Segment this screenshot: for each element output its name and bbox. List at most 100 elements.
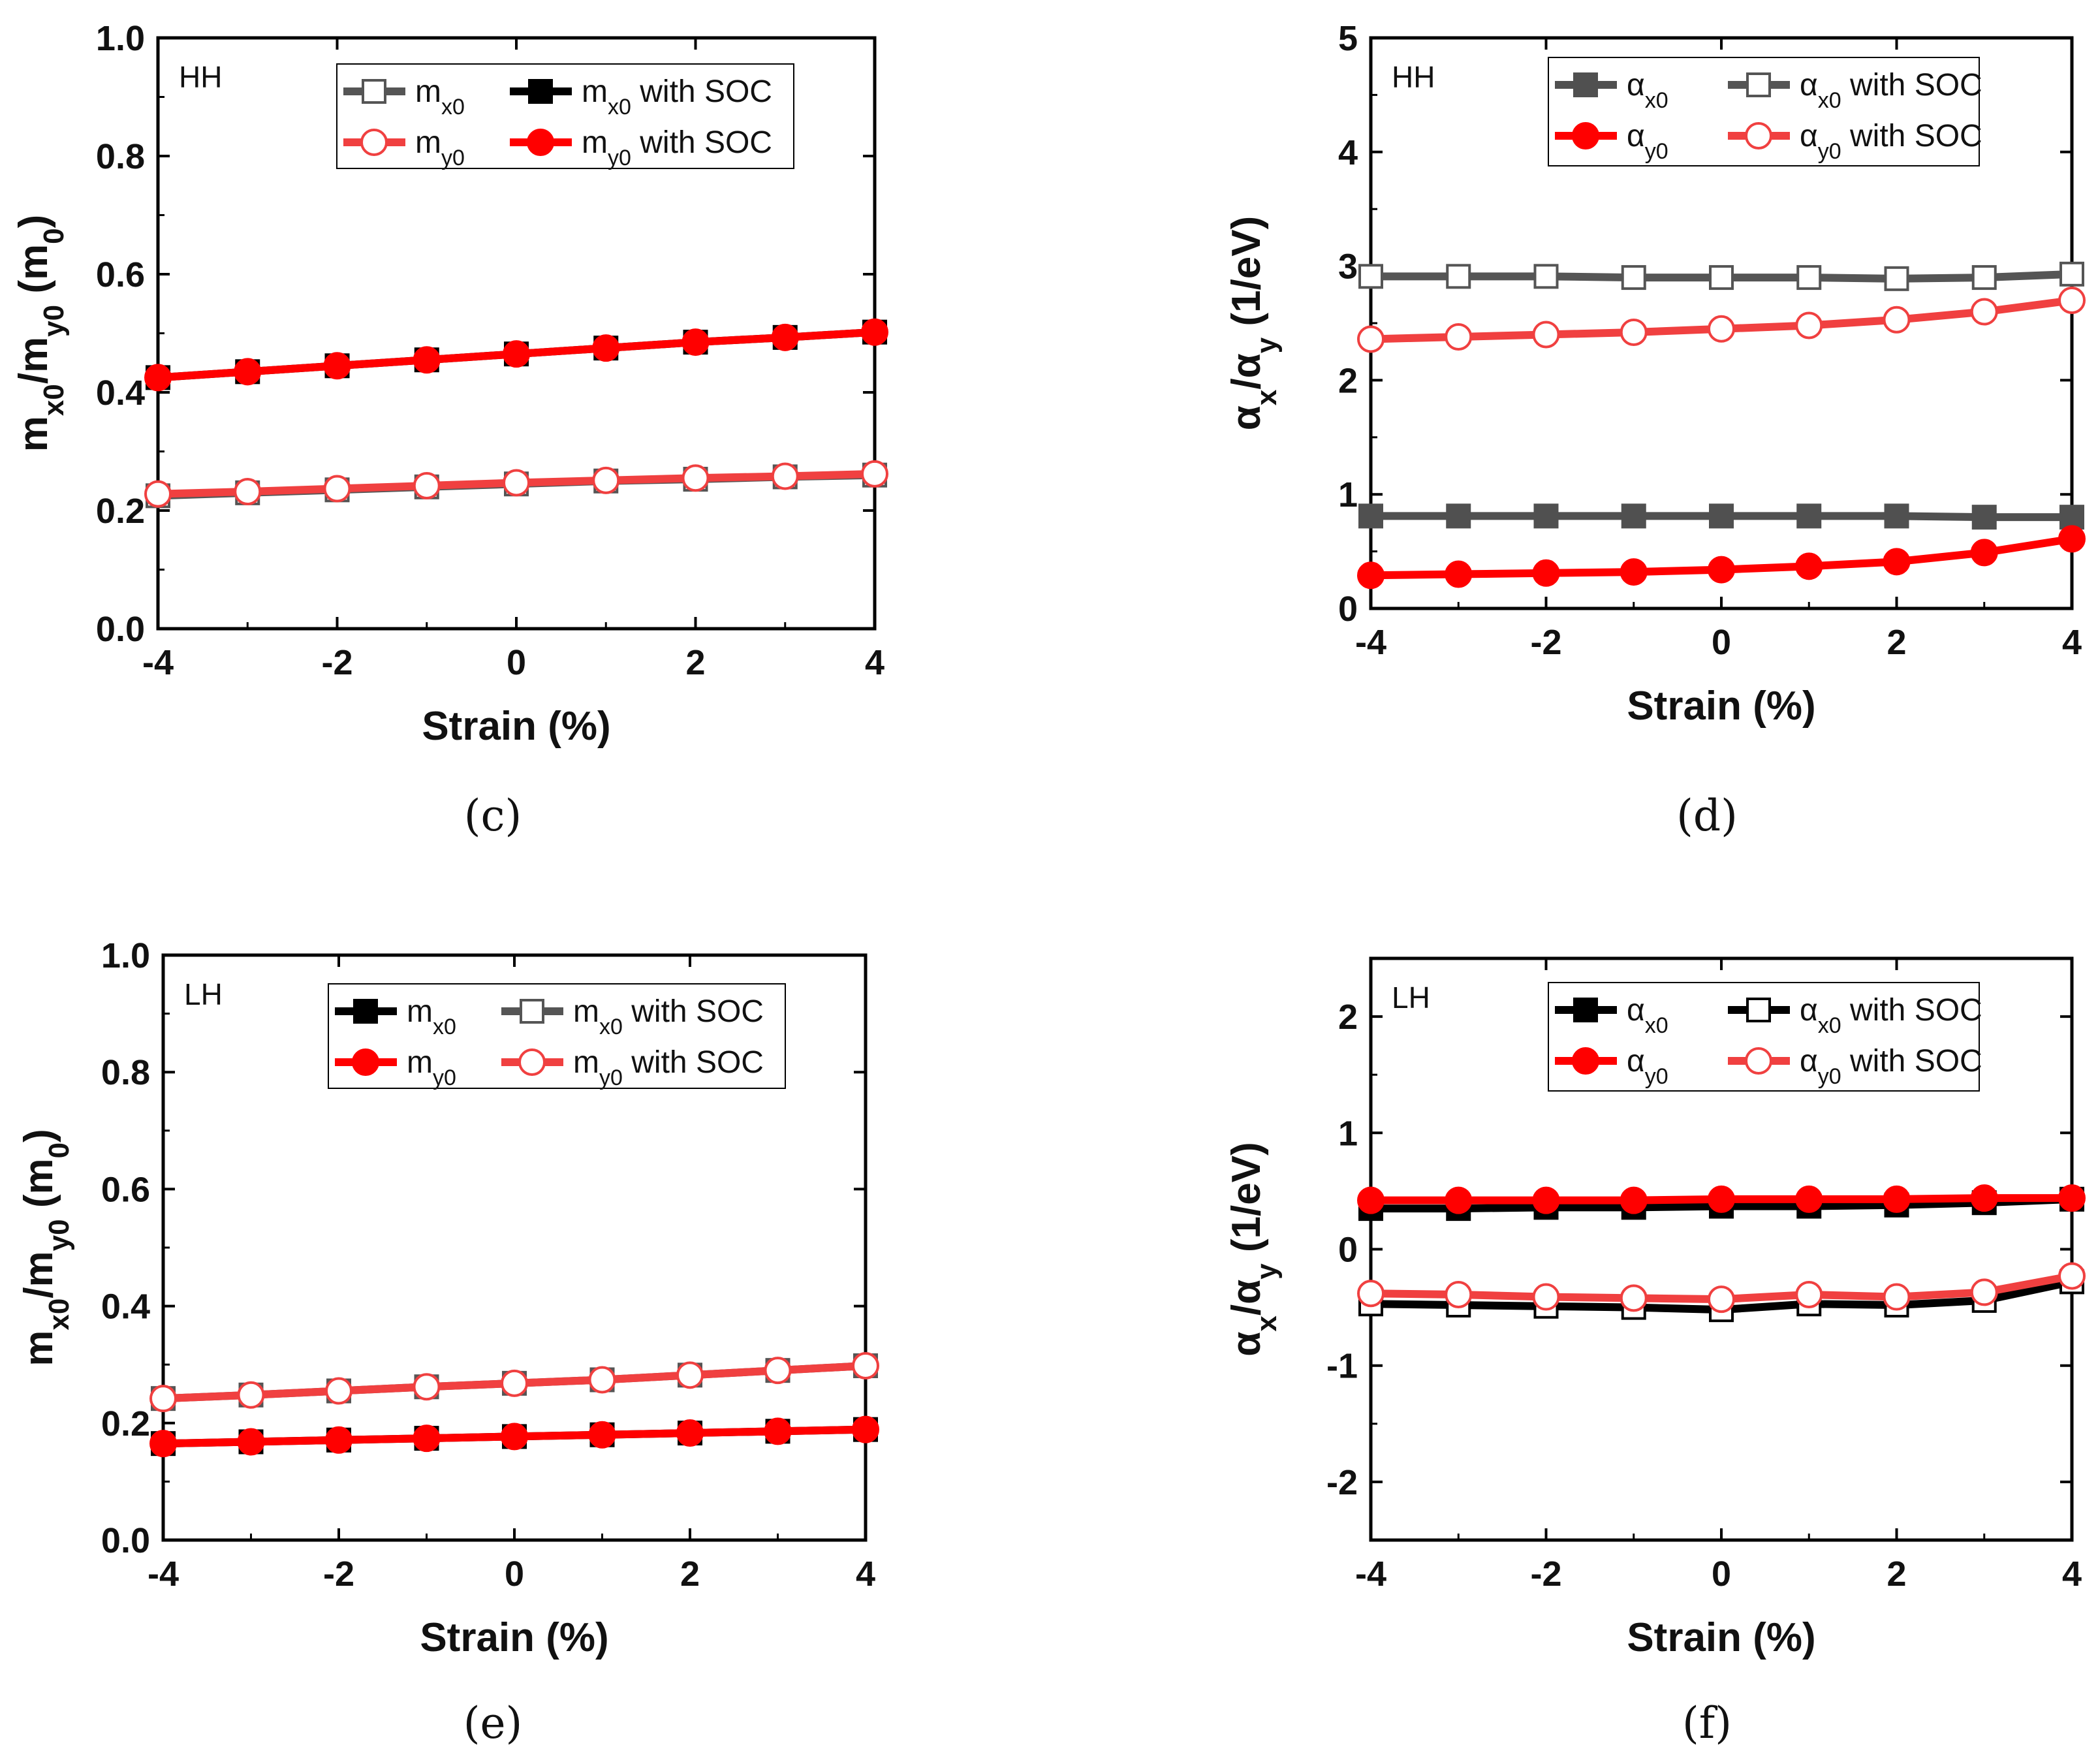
- legend-label-main: m: [582, 125, 608, 160]
- data-point-αy0: [1445, 1186, 1473, 1214]
- data-point-my0-with-SOC: [149, 1385, 177, 1413]
- legend-label: αy0: [1627, 119, 1668, 164]
- y-tick-label: 0.2: [101, 1404, 150, 1443]
- data-point-my0-with-SOC: [325, 1377, 352, 1405]
- data-point-αy0: [1795, 1185, 1823, 1213]
- y-axis-title-part: (m: [16, 1158, 61, 1219]
- y-tick-label: -1: [1326, 1347, 1358, 1386]
- legend-label-sub: x0: [441, 95, 465, 119]
- legend-label-main: m: [582, 74, 608, 109]
- data-point-αy0: [1970, 539, 1998, 567]
- data-point-αy0-with-SOC: [1795, 1280, 1823, 1308]
- legend-label: my0: [415, 125, 465, 170]
- data-point-αy0-with-SOC: [1708, 315, 1735, 343]
- data-point-my0-with-SOC: [676, 1361, 704, 1389]
- data-point-αy0: [1620, 1186, 1648, 1214]
- y-axis-title-part: (m: [11, 244, 56, 305]
- x-tick-label: -4: [142, 643, 174, 682]
- legend-label-main: α: [1627, 993, 1645, 1028]
- data-point-αy0: [1357, 561, 1385, 590]
- data-point-αy0: [1445, 560, 1473, 588]
- legend-marker: [520, 999, 544, 1024]
- legend-label-main: m: [573, 994, 599, 1029]
- data-point-αx0-with-SOC: [2059, 261, 2084, 287]
- y-axis-title-part: 0: [43, 1142, 75, 1158]
- data-point-my0: [413, 471, 441, 499]
- x-axis-title: Strain (%): [1627, 684, 1815, 729]
- data-point-αy0-with-SOC: [1532, 321, 1560, 349]
- y-tick-label: 1.0: [101, 936, 150, 975]
- x-tick-label: -4: [1355, 1554, 1386, 1594]
- legend-label: αx0: [1627, 993, 1668, 1038]
- y-axis-title-part: y: [1251, 337, 1283, 353]
- legend-marker: [1745, 1047, 1772, 1075]
- data-point-αy0-with-SOC: [2058, 287, 2086, 315]
- legend-marker: [1746, 72, 1771, 97]
- legend-label-suffix: with SOC: [1841, 119, 1982, 153]
- data-point-my0-with-SOC: [234, 358, 262, 386]
- data-point-my0-with-SOC: [861, 318, 888, 346]
- data-point-αy0: [1532, 1186, 1560, 1214]
- data-point-αx0: [1533, 503, 1559, 529]
- y-axis-title-part: (1/eV): [1224, 216, 1269, 338]
- y-axis-title-part: y: [1251, 1263, 1283, 1280]
- y-axis-title-part: x: [1251, 1315, 1283, 1332]
- data-point-αy0: [1883, 1185, 1911, 1213]
- data-point-my0-with-SOC: [237, 1381, 265, 1409]
- data-point-my0-with-SOC: [771, 323, 799, 351]
- data-point-my0-with-SOC: [413, 346, 441, 374]
- legend-label-main: α: [1800, 1044, 1818, 1079]
- legend-label-sub: x0: [599, 1015, 623, 1039]
- legend-marker: [528, 79, 553, 104]
- legend-label: αy0: [1627, 1044, 1668, 1089]
- x-tick-label: 4: [856, 1554, 875, 1594]
- data-point-αy0: [1620, 558, 1648, 586]
- data-point-my0: [413, 1425, 441, 1453]
- data-point-αy0-with-SOC: [1970, 298, 1998, 326]
- y-axis-title: mx0/my0 (m0): [11, 215, 70, 452]
- y-tick-label: 2: [1338, 361, 1358, 400]
- panel-tag: LH: [184, 977, 223, 1011]
- data-point-my0: [325, 1426, 352, 1454]
- legend-label-sub: y0: [1645, 1064, 1668, 1089]
- legend-marker: [1573, 998, 1598, 1022]
- legend-label-main: m: [407, 1045, 433, 1080]
- y-tick-label: 0.8: [96, 137, 145, 176]
- data-point-αy0-with-SOC: [1532, 1283, 1560, 1311]
- data-point-αx0-with-SOC: [1621, 265, 1646, 291]
- data-point-αy0-with-SOC: [1357, 1280, 1385, 1308]
- data-point-my0: [852, 1415, 879, 1443]
- y-axis-title-part: m: [16, 1331, 61, 1366]
- data-point-my0-with-SOC: [501, 1369, 528, 1397]
- x-axis-title: Strain (%): [1627, 1615, 1815, 1660]
- x-tick-label: 0: [1712, 623, 1731, 662]
- y-axis-title-part: m: [11, 416, 56, 452]
- legend-label: αx0: [1627, 68, 1668, 113]
- legend-label-suffix: with SOC: [631, 74, 772, 109]
- data-point-αx0: [1796, 503, 1822, 529]
- y-tick-label: 0.4: [96, 373, 145, 413]
- data-point-αx0: [1884, 503, 1909, 529]
- legend-label-sub: y0: [433, 1065, 456, 1090]
- y-axis-title-part: α: [1224, 1332, 1269, 1357]
- y-tick-label: 0: [1338, 590, 1358, 629]
- data-point-αx0: [2059, 505, 2084, 530]
- legend-marker: [518, 1048, 546, 1076]
- x-tick-label: 2: [685, 643, 705, 682]
- panel-caption: (f): [1682, 1698, 1732, 1748]
- legend-marker: [527, 129, 554, 156]
- y-axis-title-part: /α: [1224, 353, 1269, 389]
- legend-label: mx0: [415, 74, 465, 119]
- legend-marker: [1573, 72, 1598, 97]
- data-point-αy0: [1532, 559, 1560, 587]
- data-point-αx0: [1621, 503, 1646, 529]
- legend-label-main: α: [1627, 1044, 1645, 1079]
- data-point-my0-with-SOC: [852, 1351, 879, 1379]
- data-point-my0-with-SOC: [588, 1366, 616, 1394]
- data-point-my0: [234, 478, 262, 506]
- legend-label-sub: x0: [1645, 1013, 1668, 1038]
- legend-label-suffix: with SOC: [1841, 1044, 1982, 1079]
